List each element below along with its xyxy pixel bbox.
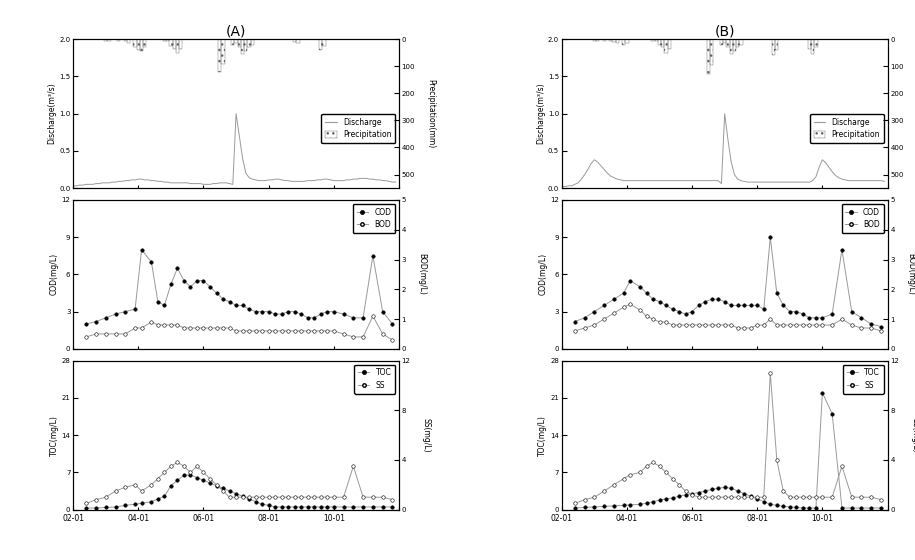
Bar <box>658 39 662 45</box>
Bar <box>706 39 710 74</box>
Bar <box>808 39 811 49</box>
Bar <box>221 39 225 63</box>
Bar <box>622 39 625 45</box>
Y-axis label: SS(mg/L): SS(mg/L) <box>910 418 915 452</box>
Y-axis label: Precipitation(mm): Precipitation(mm) <box>426 79 436 148</box>
Bar <box>668 39 671 49</box>
Legend: TOC, SS: TOC, SS <box>354 365 395 394</box>
Bar <box>723 39 727 43</box>
Legend: COD, BOD: COD, BOD <box>353 204 395 234</box>
Bar <box>593 39 596 40</box>
Bar <box>772 39 775 55</box>
Bar <box>144 39 146 47</box>
Y-axis label: Discharge(m³/s): Discharge(m³/s) <box>48 83 57 144</box>
Bar <box>319 39 322 50</box>
Bar <box>727 39 729 47</box>
Bar <box>169 39 173 46</box>
Bar <box>134 39 136 47</box>
Bar <box>710 39 714 65</box>
Bar <box>241 39 244 54</box>
Bar <box>251 39 254 45</box>
Y-axis label: COD(mg/L): COD(mg/L) <box>538 253 547 296</box>
Bar <box>814 39 817 47</box>
Bar <box>322 39 326 46</box>
Y-axis label: TOC(mg/L): TOC(mg/L) <box>538 415 547 456</box>
Bar <box>733 39 736 52</box>
Bar <box>166 39 169 41</box>
Bar <box>173 39 176 49</box>
Bar <box>163 39 166 40</box>
Bar <box>124 39 127 41</box>
Title: (B): (B) <box>715 24 735 38</box>
Bar <box>218 39 221 72</box>
Bar <box>612 39 616 42</box>
Bar <box>176 39 179 53</box>
Bar <box>736 39 739 47</box>
Bar <box>609 39 612 41</box>
Legend: TOC, SS: TOC, SS <box>843 365 884 394</box>
Bar <box>238 39 241 47</box>
Bar <box>664 39 668 53</box>
Bar <box>234 39 238 43</box>
Bar <box>107 39 111 40</box>
Title: (A): (A) <box>226 24 246 38</box>
Bar <box>117 39 121 40</box>
Bar <box>231 39 234 45</box>
Bar <box>140 39 144 52</box>
Bar <box>811 39 814 54</box>
Bar <box>775 39 779 50</box>
Bar <box>625 39 629 43</box>
Bar <box>616 39 619 43</box>
Bar <box>651 39 654 40</box>
Bar <box>293 39 296 42</box>
Bar <box>720 39 723 45</box>
Bar <box>296 39 299 43</box>
Y-axis label: TOC(mg/L): TOC(mg/L) <box>49 415 59 456</box>
Bar <box>602 39 606 40</box>
Bar <box>729 39 733 54</box>
Bar <box>654 39 658 41</box>
Bar <box>739 39 743 45</box>
Bar <box>104 39 107 40</box>
Bar <box>127 39 130 43</box>
Bar <box>179 39 182 49</box>
Bar <box>136 39 140 50</box>
Y-axis label: BOD(mg/L): BOD(mg/L) <box>417 254 426 295</box>
Bar <box>662 39 664 47</box>
Legend: Discharge, Precipitation: Discharge, Precipitation <box>321 114 395 143</box>
Legend: Discharge, Precipitation: Discharge, Precipitation <box>810 114 884 143</box>
Bar <box>244 39 247 52</box>
Y-axis label: Discharge(m³/s): Discharge(m³/s) <box>536 83 545 144</box>
Legend: COD, BOD: COD, BOD <box>842 204 884 234</box>
Y-axis label: SS(mg/L): SS(mg/L) <box>422 418 431 452</box>
Y-axis label: COD(mg/L): COD(mg/L) <box>49 253 59 296</box>
Bar <box>247 39 251 47</box>
Y-axis label: BOD(mg/L): BOD(mg/L) <box>906 254 915 295</box>
Bar <box>596 39 599 40</box>
